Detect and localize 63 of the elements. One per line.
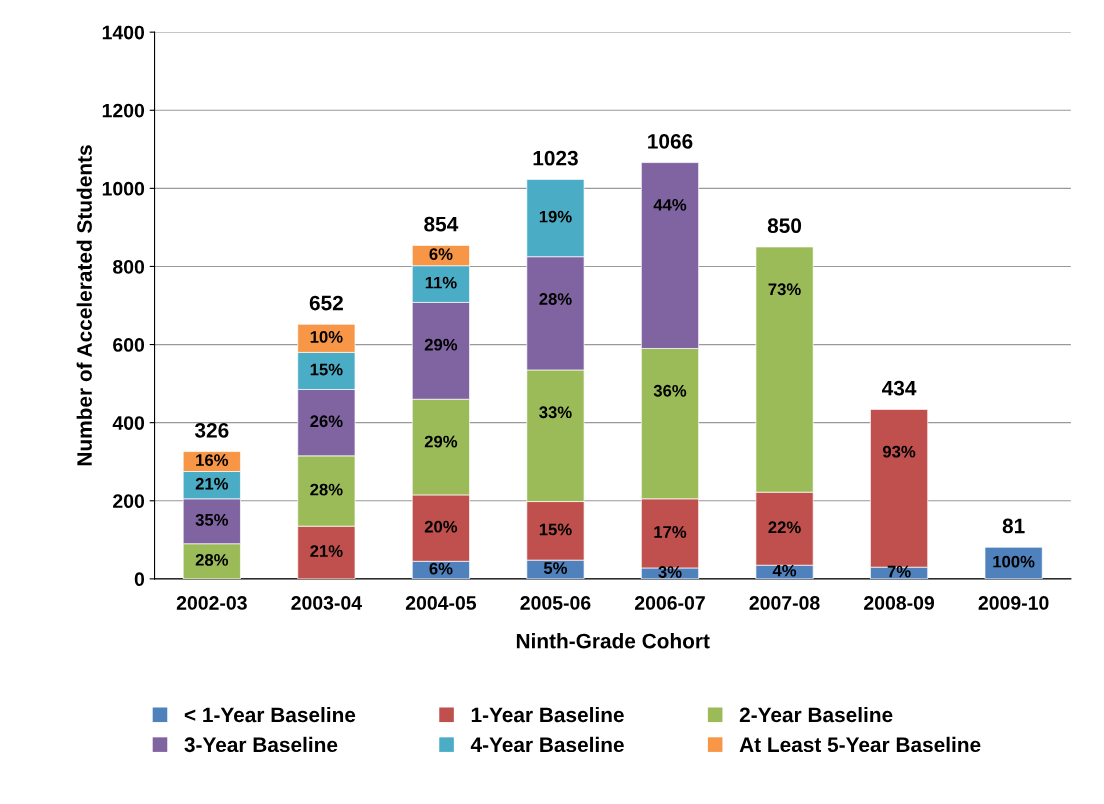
annotation: 6% [429,562,453,575]
annotation: 17% [654,526,687,538]
legend-label: 4-Year Baseline [470,736,624,753]
annotation: 5% [543,562,568,574]
x-tick-label: 2005-06 [520,596,591,610]
annotation: 28% [310,483,343,496]
x-tick-label: 2008-09 [864,596,935,610]
x-tick-label: 2004-05 [405,596,477,610]
annotation: 15% [539,523,572,536]
x-tick-label: 2009-10 [978,596,1049,610]
y-tick-label: 0 [134,572,145,587]
annotation: 29% [424,338,458,351]
total-label: 850 [767,218,802,234]
y-tick-label: 1400 [102,25,145,40]
y-tick-label: 800 [113,259,145,274]
y-axis-title: Number of Accelerated Students [76,145,92,466]
annotation: 44% [653,199,687,211]
y-tick-label: 1000 [102,181,145,196]
x-tick-label: 2007-08 [749,596,820,610]
annotation: 36% [653,384,687,397]
annotation: 4% [772,564,797,577]
annotation: 21% [195,477,229,490]
annotation: 100% [993,555,1035,568]
annotation: 7% [887,565,911,578]
y-tick-label: 200 [113,494,145,509]
annotation: 10% [310,331,343,343]
annotation: 28% [195,553,229,566]
x-tick-label: 2003-04 [291,596,362,610]
y-tick-label: 600 [113,338,145,352]
legend-label: 2-Year Baseline [739,706,893,723]
annotation: 22% [768,521,801,534]
bar [984,546,1043,579]
annotation: 33% [539,406,572,419]
annotation: 19% [539,210,572,223]
total-label: 326 [194,422,229,438]
annotation: 28% [539,293,572,305]
y-tick-label: 400 [112,416,145,430]
total-label: 1023 [533,150,578,166]
annotation: 3% [658,566,682,578]
annotation: 29% [424,435,458,448]
total-label: 1066 [648,133,693,149]
annotation: 21% [310,545,343,557]
annotation: 20% [424,520,458,533]
x-tick-label: 2006-07 [634,596,705,610]
legend-label: 3-Year Baseline [184,736,338,753]
annotation: 11% [425,276,457,289]
annotation: 15% [310,363,343,376]
annotation: 16% [196,454,229,466]
x-tick-label: 2002-03 [176,596,247,610]
annotation: 26% [310,415,343,428]
legend-label: 1-Year Baseline [471,706,624,723]
x-axis-title: Ninth-Grade Cohort [516,633,710,649]
annotation: 35% [195,513,229,526]
total-label: 434 [882,380,917,396]
legend-label: < 1-Year Baseline [184,706,356,723]
y-tick-label: 1200 [102,103,145,118]
annotation: 93% [882,445,916,458]
total-label: 81 [1002,518,1025,534]
annotation: 73% [768,283,801,296]
annotation: 6% [429,248,453,261]
total-label: 854 [424,216,459,232]
total-label: 652 [309,295,343,311]
legend-label: At Least 5-Year Baseline [739,736,981,753]
